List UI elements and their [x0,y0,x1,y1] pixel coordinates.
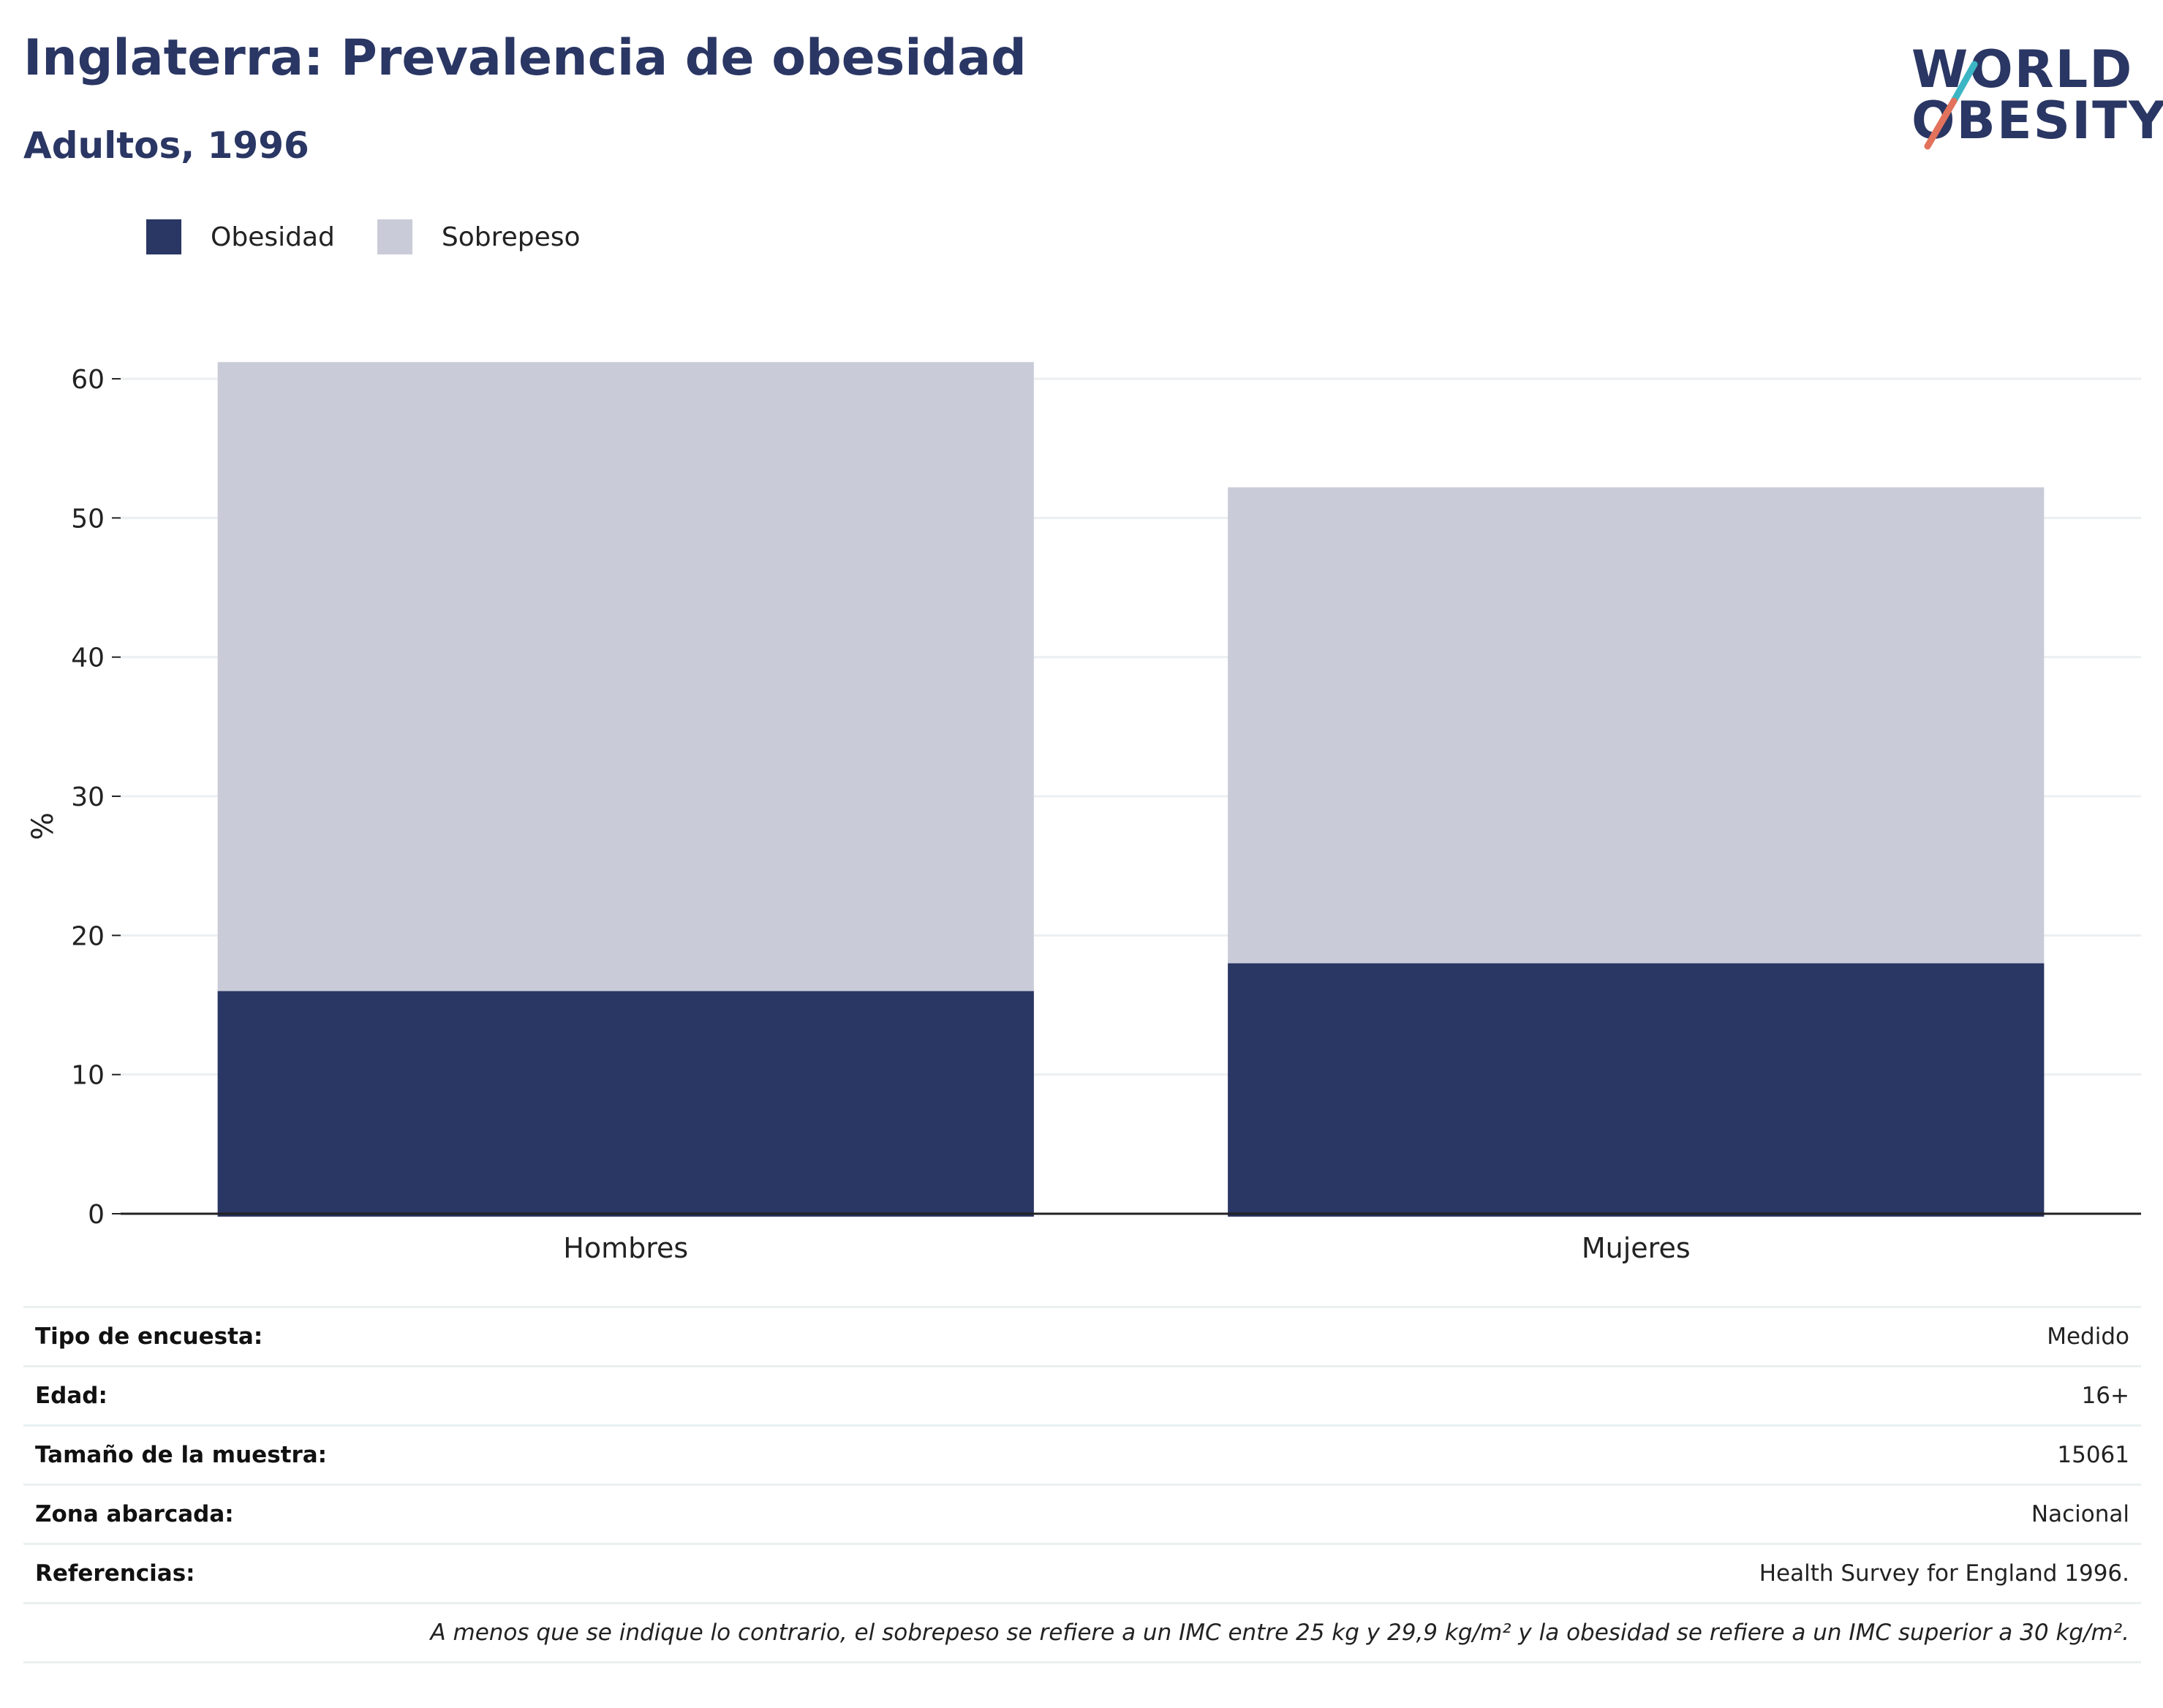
details-key: Tipo de encuesta: [35,1323,263,1350]
legend-swatch-sobrepeso [377,219,412,254]
logo-slash-icon [1924,61,1978,150]
details-value: 15061 [2057,1442,2129,1468]
legend-item-obesidad[interactable]: Obesidad [146,219,335,254]
details-row-survey-type: Tipo de encuesta: Medido [23,1306,2141,1365]
logo-line-world: WORLD [1911,39,2134,99]
bar-sobrepeso-mujeres [1228,487,2045,964]
y-tick-label: 10 [71,1061,105,1091]
details-key: Edad: [35,1383,107,1409]
survey-details-table: Tipo de encuesta: Medido Edad: 16+ Tamañ… [23,1306,2141,1663]
details-value: Health Survey for England 1996. [1759,1560,2129,1587]
details-key: Tamaño de la muestra: [35,1442,328,1468]
legend-item-sobrepeso[interactable]: Sobrepeso [377,219,581,254]
y-tick-label: 40 [71,643,105,673]
details-row-sample-size: Tamaño de la muestra: 15061 [23,1424,2141,1484]
bar-obesidad-mujeres [1228,963,2045,1217]
details-value: 16+ [2081,1383,2129,1409]
bar-obesidad-hombres [217,991,1034,1217]
definition-note-text: A menos que se indique lo contrario, el … [430,1620,2129,1646]
details-value: Medido [2047,1323,2129,1350]
details-value: Nacional [2031,1501,2129,1527]
y-tick-label: 20 [71,921,105,951]
chart-legend: Obesidad Sobrepeso [146,219,623,254]
legend-label-obesidad: Obesidad [211,222,335,252]
details-key: Referencias: [35,1560,195,1587]
page-title: Inglaterra: Prevalencia de obesidad [23,29,1027,87]
y-tick-label: 60 [71,365,105,395]
y-tick-label: 50 [71,504,105,534]
definition-note: A menos que se indique lo contrario, el … [23,1602,2141,1663]
x-tick-label: Hombres [563,1232,688,1264]
page-subtitle: Adultos, 1996 [23,124,309,167]
details-row-age: Edad: 16+ [23,1365,2141,1424]
x-tick-label: Mujeres [1582,1232,1691,1264]
legend-swatch-obesidad [146,219,181,254]
details-row-area: Zona abarcada: Nacional [23,1484,2141,1543]
stacked-bar-chart: 0 10 20 30 40 50 60% Hombres Mujeres [26,362,2141,1264]
legend-label-sobrepeso: Sobrepeso [441,222,581,252]
y-axis-label: % [26,812,60,840]
details-row-references: Referencias: Health Survey for England 1… [23,1543,2141,1602]
bar-sobrepeso-hombres [217,362,1034,991]
y-tick-label: 0 [88,1200,105,1230]
details-key: Zona abarcada: [35,1501,234,1527]
y-tick-label: 30 [71,782,105,812]
world-obesity-logo: WORLD OBESITY [1901,22,2163,154]
